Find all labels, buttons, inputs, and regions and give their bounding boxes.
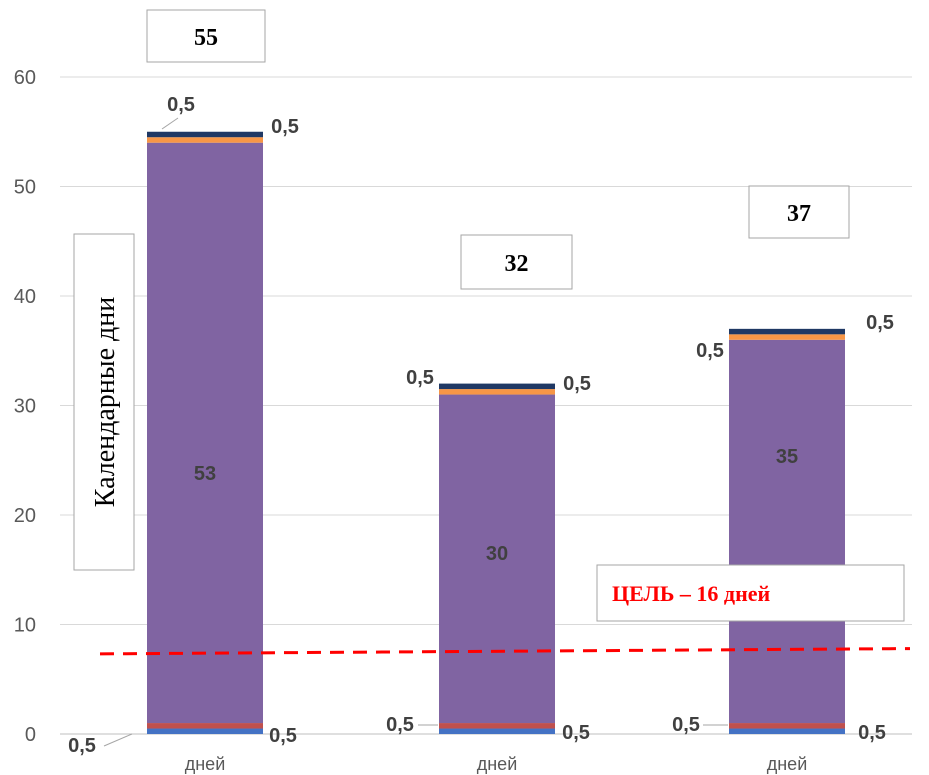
total-box: [460, 234, 573, 290]
total-label: 37: [787, 201, 811, 227]
bar-segment: [729, 334, 845, 340]
category-label: дней: [185, 754, 226, 774]
goal-label: ЦЕЛЬ – 16 дней: [612, 581, 771, 606]
bar-segment: [439, 389, 555, 395]
y-axis-title: Календарные дни: [90, 297, 121, 507]
bar-segment: [147, 723, 263, 729]
bar-segment: [729, 723, 845, 729]
bar-segment: [729, 728, 845, 734]
bar-segment: [439, 383, 555, 390]
data-label: 0,5: [858, 722, 886, 744]
category-label: дней: [477, 754, 518, 774]
leader-line: [161, 117, 179, 130]
data-label: 53: [194, 463, 216, 485]
data-label: 30: [486, 543, 508, 565]
data-label: 0,5: [269, 725, 297, 747]
data-label: 35: [776, 446, 798, 468]
goal-line: [99, 647, 911, 656]
data-label: 0,5: [562, 722, 590, 744]
data-label: 0,5: [866, 312, 894, 334]
bar-segment: [439, 394, 555, 724]
y-axis-title-box: [73, 233, 135, 571]
leader-line: [103, 733, 133, 747]
bar-segment: [729, 328, 845, 335]
data-label: 0,5: [167, 94, 195, 116]
y-tick-label: 30: [14, 396, 36, 418]
total-box: [748, 185, 850, 239]
data-label: 0,5: [271, 116, 299, 138]
bar-segment: [729, 339, 845, 724]
y-tick-label: 20: [14, 505, 36, 527]
data-label: 0,5: [696, 340, 724, 362]
goal-box: [596, 564, 905, 622]
total-label: 32: [505, 251, 529, 277]
y-tick-label: 50: [14, 177, 36, 199]
total-label: 55: [194, 25, 218, 51]
y-tick-label: 0: [25, 724, 36, 746]
data-label: 0,5: [563, 373, 591, 395]
data-label: 0,5: [386, 714, 414, 736]
data-label: 0,5: [406, 367, 434, 389]
bar-segment: [147, 131, 263, 138]
bar-segment: [147, 728, 263, 734]
y-tick-label: 40: [14, 286, 36, 308]
y-tick-label: 10: [14, 615, 36, 637]
bar-segment: [439, 723, 555, 729]
data-label: 0,5: [68, 735, 96, 757]
y-tick-label: 60: [14, 67, 36, 89]
bar-segment: [439, 728, 555, 734]
bar-segment: [147, 137, 263, 143]
bar-segment: [147, 142, 263, 724]
category-label: дней: [767, 754, 808, 774]
total-box: [146, 9, 266, 63]
data-label: 0,5: [672, 714, 700, 736]
